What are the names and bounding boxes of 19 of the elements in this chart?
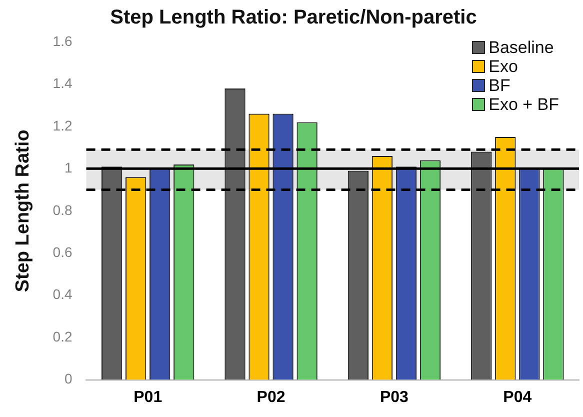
y-tick-label: 0.2 xyxy=(52,328,72,344)
legend-label: Exo + BF xyxy=(488,95,559,114)
legend-label: Baseline xyxy=(488,38,554,57)
y-tick-label: 1.6 xyxy=(52,32,72,49)
y-tick-label: 0.8 xyxy=(52,202,72,218)
y-tick-label: 1.4 xyxy=(52,75,72,92)
x-tick-label: P04 xyxy=(503,388,532,406)
legend-label: BF xyxy=(488,76,510,95)
y-tick-label: 1 xyxy=(64,160,72,176)
chart-title: Step Length Ratio: Paretic/Non-paretic xyxy=(110,6,477,29)
x-tick-label: P03 xyxy=(380,388,409,406)
y-tick-label: 0.6 xyxy=(52,244,72,260)
legend-label: Exo xyxy=(488,57,518,76)
y-tick-label: 0.4 xyxy=(52,286,72,302)
y-axis-title: Step Length Ratio xyxy=(12,130,34,292)
x-tick-label: P01 xyxy=(134,388,162,406)
x-tick-label: P02 xyxy=(256,388,286,406)
y-tick-label: 0 xyxy=(64,370,72,387)
y-tick-label: 1.2 xyxy=(52,117,72,134)
